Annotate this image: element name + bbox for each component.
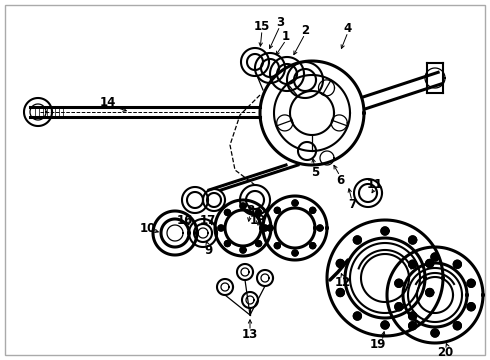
Polygon shape xyxy=(256,240,262,247)
Polygon shape xyxy=(274,243,280,249)
Text: 3: 3 xyxy=(276,15,284,28)
Polygon shape xyxy=(431,253,439,261)
Polygon shape xyxy=(262,225,268,231)
Polygon shape xyxy=(467,279,475,287)
Text: 10: 10 xyxy=(140,221,156,234)
Polygon shape xyxy=(467,303,475,311)
Polygon shape xyxy=(240,203,246,209)
Text: 12: 12 xyxy=(335,275,351,288)
Polygon shape xyxy=(336,260,344,267)
Polygon shape xyxy=(395,279,403,287)
Polygon shape xyxy=(256,210,262,215)
Polygon shape xyxy=(426,288,434,297)
Polygon shape xyxy=(218,225,224,231)
Polygon shape xyxy=(381,227,389,235)
Polygon shape xyxy=(353,312,361,320)
Text: 5: 5 xyxy=(311,166,319,179)
Text: 7: 7 xyxy=(348,198,356,211)
Polygon shape xyxy=(353,236,361,244)
Text: 8: 8 xyxy=(246,203,254,216)
Text: 20: 20 xyxy=(437,346,453,359)
Polygon shape xyxy=(453,322,462,330)
Polygon shape xyxy=(224,210,230,215)
Polygon shape xyxy=(224,240,230,247)
Text: 9: 9 xyxy=(204,243,212,256)
Polygon shape xyxy=(317,225,323,231)
Text: 15: 15 xyxy=(254,19,270,32)
Polygon shape xyxy=(409,322,416,330)
Text: 1: 1 xyxy=(282,30,290,42)
Text: 13: 13 xyxy=(242,328,258,342)
Polygon shape xyxy=(310,243,316,249)
Text: 2: 2 xyxy=(301,23,309,36)
Polygon shape xyxy=(267,225,273,231)
Text: 16: 16 xyxy=(177,213,193,226)
Text: 18: 18 xyxy=(250,213,266,226)
Text: 14: 14 xyxy=(100,95,116,108)
Polygon shape xyxy=(310,207,316,213)
Polygon shape xyxy=(431,329,439,337)
Polygon shape xyxy=(274,207,280,213)
Polygon shape xyxy=(292,200,298,206)
Text: 6: 6 xyxy=(336,174,344,186)
Polygon shape xyxy=(336,288,344,297)
Polygon shape xyxy=(240,247,246,253)
Polygon shape xyxy=(381,321,389,329)
Polygon shape xyxy=(453,260,462,268)
Polygon shape xyxy=(409,236,416,244)
Text: 17: 17 xyxy=(200,213,216,226)
Polygon shape xyxy=(409,312,416,320)
Text: 4: 4 xyxy=(344,22,352,35)
Polygon shape xyxy=(409,260,416,268)
Text: 11: 11 xyxy=(367,179,383,192)
Polygon shape xyxy=(395,303,403,311)
Text: 19: 19 xyxy=(370,338,386,351)
Polygon shape xyxy=(292,250,298,256)
Polygon shape xyxy=(426,260,434,267)
